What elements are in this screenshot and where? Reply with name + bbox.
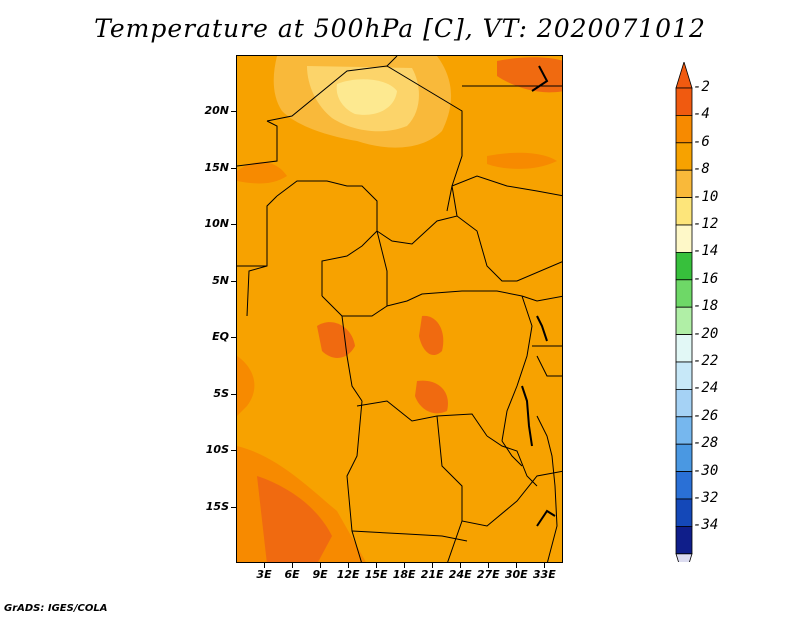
- country-borders: [237, 56, 562, 562]
- lat-label: 20N: [204, 104, 229, 118]
- lon-tick: [404, 563, 406, 568]
- lat-tick: [231, 337, 236, 339]
- colorbar-segment: [675, 224, 693, 253]
- lon-label: 27E: [476, 568, 500, 581]
- colorbar-label: -8: [693, 161, 710, 178]
- colorbar-label: -34: [693, 517, 719, 534]
- map-panel: [236, 55, 563, 563]
- colorbar-segment: [675, 334, 693, 363]
- lat-label: 10N: [204, 217, 229, 231]
- colorbar-segment: [675, 471, 693, 500]
- lon-tick: [376, 563, 378, 568]
- lon-tick: [320, 563, 322, 568]
- lon-label: 33E: [532, 568, 556, 581]
- warm-patch-gabon: [317, 322, 355, 358]
- lat-label: 15S: [205, 499, 229, 513]
- lat-label: 15N: [204, 160, 229, 174]
- colorbar-label: -10: [693, 188, 719, 205]
- lon-tick: [348, 563, 350, 568]
- colorbar-segment: [675, 388, 693, 418]
- footer-credit: GrADS: IGES/COLA: [4, 603, 108, 614]
- lat-label: 5N: [212, 273, 229, 287]
- colorbar-segment: [675, 87, 693, 116]
- lat-tick: [231, 111, 236, 113]
- colorbar-segment: [675, 115, 693, 144]
- lon-label: 30E: [504, 568, 528, 581]
- temperature-map: [237, 56, 562, 562]
- lon-tick: [488, 563, 490, 568]
- chart-title: Temperature at 500hPa [C], VT: 202007101…: [94, 14, 706, 43]
- lat-tick: [231, 393, 236, 395]
- colorbar-label: -2: [693, 79, 710, 95]
- colorbar-label: -4: [693, 106, 710, 123]
- colorbar-label: -18: [693, 298, 719, 315]
- lon-label: 21E: [420, 568, 444, 581]
- lon-tick: [264, 563, 266, 568]
- colorbar-segment: [675, 443, 693, 473]
- lat-tick: [231, 280, 236, 282]
- warm-streak-sudan: [487, 152, 557, 169]
- lat-label: 5S: [213, 386, 229, 400]
- lon-label: 15E: [364, 568, 388, 581]
- lon-tick: [432, 563, 434, 568]
- warm-patch-northeast: [497, 57, 562, 93]
- lon-label: 24E: [448, 568, 472, 581]
- warmer-region-southwest: [257, 476, 332, 562]
- colorbar-label: -20: [693, 325, 719, 342]
- warm-patch-congo-north: [419, 315, 444, 356]
- warm-region-coast: [237, 356, 255, 416]
- colorbar-segment: [675, 498, 693, 527]
- lat-tick: [231, 450, 236, 452]
- colorbar-label: -14: [693, 243, 719, 260]
- lon-label: 6E: [284, 568, 300, 581]
- lon-label: 12E: [336, 568, 360, 581]
- lon-label: 3E: [256, 568, 272, 581]
- lon-tick: [292, 563, 294, 568]
- lon-tick: [516, 563, 518, 568]
- colorbar-segment: [675, 416, 693, 445]
- colorbar-segment: [675, 169, 693, 198]
- colorbar-label: -24: [693, 380, 719, 397]
- lon-label: 18E: [392, 568, 416, 581]
- colorbar-label: -16: [693, 270, 719, 287]
- coolest-region-sahara: [336, 79, 397, 115]
- warm-streak-sahel: [237, 161, 287, 184]
- lakes: [521, 65, 556, 527]
- colorbar-segment: [675, 361, 693, 390]
- lat-tick: [231, 224, 236, 226]
- colorbar-label: -12: [693, 216, 719, 232]
- colorbar-label: -28: [693, 435, 719, 452]
- colorbar-label: -22: [693, 353, 719, 369]
- colorbar-bottom-arrow: [675, 553, 693, 562]
- colorbar: [675, 62, 693, 562]
- colorbar-segment: [675, 306, 693, 335]
- colorbar-segment: [675, 251, 693, 281]
- colorbar-segment: [675, 279, 693, 308]
- colorbar-label: -26: [693, 407, 719, 424]
- colorbar-segment: [675, 142, 693, 171]
- lon-tick: [544, 563, 546, 568]
- lon-tick: [460, 563, 462, 568]
- lat-tick: [231, 506, 236, 508]
- lon-label: 9E: [312, 568, 328, 581]
- colorbar-top-arrow: [675, 62, 693, 89]
- colorbar-segment: [675, 197, 693, 226]
- lat-label: 10S: [205, 443, 229, 457]
- colorbar-label: -32: [693, 490, 719, 506]
- colorbar-label: -30: [693, 462, 719, 479]
- colorbar-label: -6: [693, 133, 710, 150]
- lat-tick: [231, 167, 236, 169]
- colorbar-segment: [675, 525, 693, 555]
- lat-label: EQ: [212, 330, 229, 344]
- warm-patch-congo-south: [415, 380, 448, 414]
